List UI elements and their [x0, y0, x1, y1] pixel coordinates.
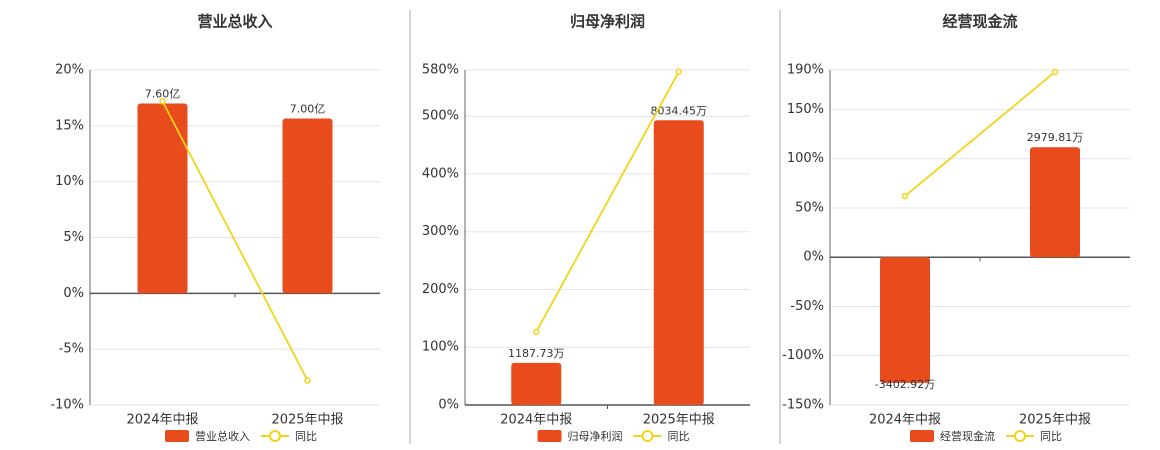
legend-marker — [269, 430, 281, 442]
bar — [282, 118, 333, 294]
y-tick-label: -150% — [782, 398, 824, 413]
chart-title: 营业总收入 — [197, 13, 272, 31]
line-point — [901, 192, 909, 200]
legend-label: 同比 — [1040, 430, 1062, 443]
x-tick-label: 2025年中报 — [643, 413, 715, 428]
value-label: -3402.92万 — [875, 378, 935, 391]
bar — [511, 362, 562, 405]
y-tick-label: -50% — [790, 299, 824, 314]
line-point — [1051, 68, 1059, 76]
y-tick-label: 300% — [422, 224, 459, 239]
x-tick-label: 2024年中报 — [869, 413, 941, 428]
legend-label: 同比 — [668, 430, 690, 443]
bar — [880, 257, 930, 383]
legend-swatch — [910, 430, 934, 442]
legend-swatch — [165, 430, 189, 442]
chart-title: 归母净利润 — [570, 13, 645, 31]
y-tick-label: 100% — [422, 340, 459, 355]
y-tick-label: 580% — [422, 63, 459, 78]
legend-marker — [641, 430, 654, 442]
legend-marker — [1014, 430, 1026, 442]
value-label: 2979.81万 — [1027, 131, 1084, 144]
y-tick-label: -5% — [59, 342, 84, 357]
legend-label: 归母净利润 — [568, 429, 623, 443]
y-tick-label: 190% — [787, 63, 824, 78]
x-tick-label: 2025年中报 — [1019, 413, 1091, 428]
y-tick-label: 500% — [422, 109, 459, 124]
y-tick-label: 50% — [795, 200, 824, 215]
legend-swatch — [537, 430, 562, 442]
value-label: 7.00亿 — [290, 102, 326, 115]
x-tick-label: 2024年中报 — [500, 413, 572, 428]
value-label: 1187.73万 — [508, 347, 565, 360]
line — [535, 71, 680, 333]
legend-label: 同比 — [295, 430, 317, 443]
bar — [1030, 147, 1080, 258]
y-tick-label: 20% — [55, 63, 84, 78]
value-label: 8034.45万 — [651, 104, 708, 117]
y-tick-label: -100% — [782, 348, 824, 363]
y-tick-label: 5% — [63, 230, 84, 245]
y-tick-label: 10% — [55, 174, 84, 189]
line — [161, 100, 309, 381]
y-tick-label: 15% — [55, 118, 84, 133]
y-tick-label: -10% — [50, 398, 84, 413]
x-tick-label: 2024年中报 — [126, 413, 198, 428]
y-tick-label: 0% — [438, 398, 459, 413]
legend-label: 经营现金流 — [940, 429, 995, 443]
line — [904, 71, 1056, 197]
y-tick-label: 0% — [63, 286, 84, 301]
y-tick-label: 200% — [422, 282, 459, 297]
y-tick-label: 150% — [787, 102, 824, 117]
value-label: 7.60亿 — [145, 88, 181, 101]
x-tick-label: 2025年中报 — [271, 413, 343, 428]
line-point — [304, 377, 311, 384]
legend-label: 营业总收入 — [195, 429, 250, 443]
bar — [653, 120, 704, 405]
chart-title: 经营现金流 — [942, 13, 1017, 31]
bar — [137, 103, 188, 294]
line-point — [159, 98, 166, 105]
line-point — [675, 68, 682, 75]
y-tick-label: 100% — [787, 151, 824, 166]
line-point — [533, 328, 540, 336]
y-tick-label: 400% — [422, 166, 459, 181]
y-tick-label: 0% — [803, 250, 824, 265]
